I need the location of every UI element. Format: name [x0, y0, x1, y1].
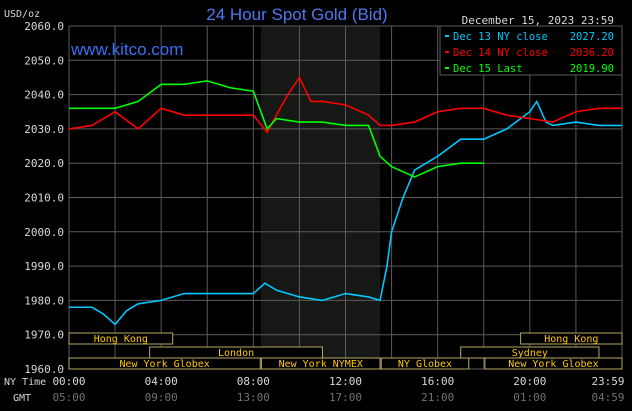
legend-entry-value: 2019.90 — [570, 63, 614, 75]
legend-swatch — [445, 51, 449, 53]
x-tick-label-ny: 08:00 — [237, 375, 270, 388]
y-tick-label: 1990.0 — [24, 260, 64, 273]
x-tick-label-gmt: 01:00 — [513, 391, 546, 404]
session-bar — [68, 332, 174, 345]
kitco-watermark: www.kitco.com — [70, 40, 183, 59]
session-bar — [380, 357, 470, 370]
session-bar — [520, 332, 623, 345]
x-tick-label-ny: 12:00 — [329, 375, 362, 388]
session-label: Sydney — [512, 348, 548, 359]
x-tick-label-gmt: 04:59 — [591, 391, 624, 404]
x-tick-label-ny: 16:00 — [421, 375, 454, 388]
session-bar — [484, 357, 623, 370]
x-tick-label-ny: 20:00 — [513, 375, 546, 388]
legend-box — [439, 25, 623, 76]
session-label: NY Globex — [398, 359, 452, 370]
series-line-0 — [69, 99, 622, 326]
session-label: London — [218, 348, 254, 359]
legend-entry-value: 2027.20 — [570, 31, 614, 43]
series-line-2 — [69, 80, 484, 178]
x-tick-label-gmt: 21:00 — [421, 391, 454, 404]
session-label: Hong Kong — [94, 334, 148, 345]
x-tick-label-gmt: 09:00 — [145, 391, 178, 404]
y-tick-label: 2010.0 — [24, 192, 64, 205]
y-tick-label: 2000.0 — [24, 226, 64, 239]
legend-entry-name: Dec 13 NY close — [453, 31, 548, 43]
timestamp: December 15, 2023 23:59 — [462, 14, 614, 27]
session-label: New York Globex — [508, 359, 598, 370]
y-tick-label: 2020.0 — [24, 157, 64, 170]
x-axis-label-ny: NY Time — [4, 377, 46, 388]
session-bar — [68, 357, 261, 370]
y-tick-label: 2060.0 — [24, 20, 64, 33]
session-label: New York Globex — [119, 359, 209, 370]
legend-swatch — [445, 35, 449, 37]
y-tick-label: 2040.0 — [24, 89, 64, 102]
legend-entry-name: Dec 15 Last — [453, 63, 523, 75]
x-tick-label-gmt: 17:00 — [329, 391, 362, 404]
x-tick-label-ny: 04:00 — [145, 375, 178, 388]
y-tick-label: 1960.0 — [24, 363, 64, 376]
y-tick-label: 1970.0 — [24, 329, 64, 342]
series-line-1 — [68, 75, 622, 134]
chart-title: 24 Hour Spot Gold (Bid) — [206, 5, 387, 24]
y-tick-label: 2050.0 — [24, 54, 64, 67]
x-tick-label-gmt: 13:00 — [237, 391, 270, 404]
session-bar — [260, 357, 381, 370]
session-label: New York NYMEX — [279, 359, 363, 370]
legend-swatch — [445, 67, 449, 69]
x-tick-label-ny: 23:59 — [591, 375, 624, 388]
y-tick-label: 2030.0 — [24, 123, 64, 136]
x-tick-label-ny: 00:00 — [52, 375, 85, 388]
y-axis-label: USD/oz — [4, 9, 40, 20]
x-tick-label-gmt: 05:00 — [52, 391, 85, 404]
session-label: Hong Kong — [544, 334, 598, 345]
y-tick-label: 1980.0 — [24, 294, 64, 307]
legend-entry-name: Dec 14 NY close — [453, 47, 548, 59]
x-axis-label-gmt: GMT — [13, 393, 31, 404]
legend-entry-value: 2036.20 — [570, 47, 614, 59]
